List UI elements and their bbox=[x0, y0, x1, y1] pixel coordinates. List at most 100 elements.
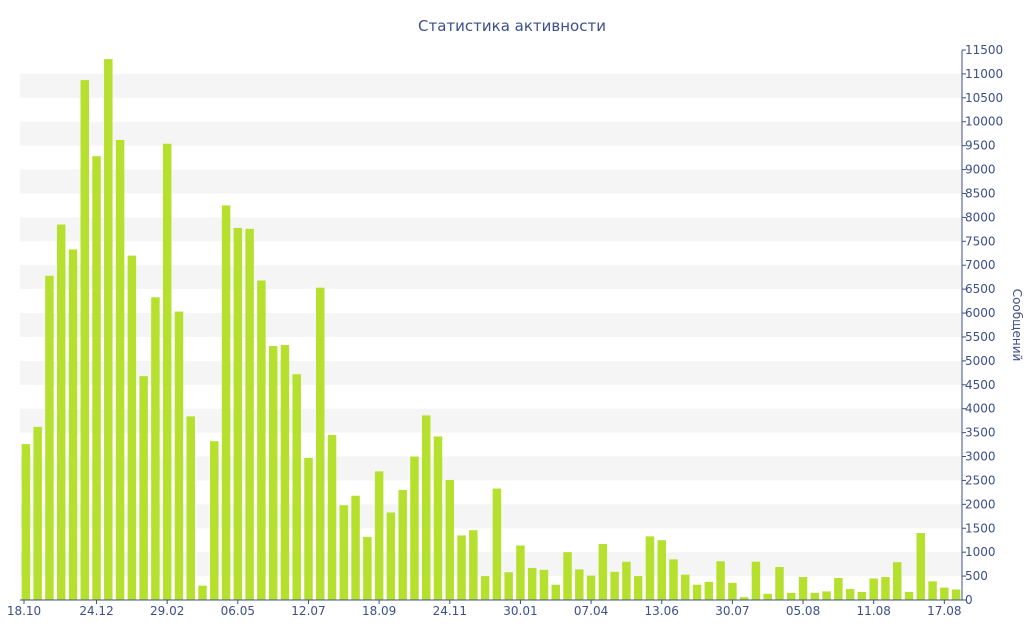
bar bbox=[598, 544, 608, 600]
bar bbox=[186, 416, 195, 600]
bar bbox=[504, 572, 513, 600]
bar bbox=[292, 374, 301, 600]
y-tick-label: 9000 bbox=[965, 163, 996, 177]
bar bbox=[575, 569, 584, 600]
grid-band bbox=[20, 456, 962, 481]
bars bbox=[21, 59, 961, 601]
bar bbox=[127, 255, 137, 601]
bar bbox=[763, 593, 772, 600]
bar bbox=[433, 436, 443, 600]
bar bbox=[410, 456, 419, 600]
bar bbox=[245, 228, 254, 600]
bar bbox=[610, 571, 619, 600]
bar bbox=[445, 479, 455, 600]
bar bbox=[892, 562, 902, 600]
x-tick-label: 29.02 bbox=[150, 604, 184, 618]
y-tick-label: 6500 bbox=[965, 282, 996, 296]
grid-band bbox=[20, 313, 962, 337]
bar bbox=[810, 592, 820, 600]
bar bbox=[174, 311, 184, 600]
bar bbox=[280, 345, 290, 600]
bar bbox=[516, 545, 525, 600]
x-tick-label: 30.07 bbox=[715, 604, 749, 618]
x-tick-label: 05.08 bbox=[786, 604, 820, 618]
bar bbox=[457, 535, 466, 600]
bar bbox=[728, 582, 737, 600]
bar bbox=[951, 589, 961, 600]
bar bbox=[45, 275, 54, 600]
grid-band bbox=[20, 504, 962, 529]
bar bbox=[268, 346, 278, 600]
y-tick-label: 9500 bbox=[965, 139, 996, 153]
grid-bands bbox=[20, 73, 962, 577]
y-tick-label: 6000 bbox=[965, 306, 996, 320]
y-tick-label: 4500 bbox=[965, 378, 996, 392]
x-tick-label: 12.07 bbox=[291, 604, 325, 618]
y-tick-label: 7500 bbox=[965, 234, 996, 248]
x-tick-label: 11.08 bbox=[857, 604, 891, 618]
y-tick-label: 11500 bbox=[965, 43, 1003, 57]
bar bbox=[681, 574, 690, 600]
x-tick-label: 06.05 bbox=[221, 604, 255, 618]
bar bbox=[881, 577, 890, 600]
bar bbox=[716, 561, 725, 600]
bar bbox=[586, 575, 596, 600]
bar bbox=[739, 597, 749, 600]
bar bbox=[645, 536, 655, 600]
bar bbox=[386, 512, 396, 600]
bar bbox=[869, 578, 878, 600]
bar bbox=[221, 205, 231, 600]
x-tick-label: 18.10 bbox=[7, 604, 41, 618]
grid-band bbox=[20, 169, 962, 194]
bar bbox=[374, 471, 384, 600]
y-tick-label: 5000 bbox=[965, 354, 996, 368]
x-tick-label: 18.09 bbox=[362, 604, 396, 618]
bar bbox=[363, 536, 372, 600]
bar bbox=[563, 552, 572, 600]
bar bbox=[21, 444, 31, 600]
bar bbox=[857, 591, 867, 600]
y-tick-label: 10500 bbox=[965, 91, 1003, 105]
y-tick-label: 8000 bbox=[965, 210, 996, 224]
bar bbox=[551, 584, 561, 600]
grid-band bbox=[20, 408, 962, 433]
bar bbox=[162, 143, 172, 600]
y-tick-label: 2000 bbox=[965, 497, 996, 511]
bar bbox=[527, 567, 537, 600]
x-tick-label: 07.04 bbox=[574, 604, 608, 618]
bar bbox=[669, 559, 678, 600]
bar bbox=[316, 287, 325, 600]
bar bbox=[304, 457, 313, 600]
y-tick-label: 7000 bbox=[965, 258, 996, 272]
bar bbox=[622, 561, 631, 600]
bar bbox=[104, 59, 113, 600]
bar bbox=[916, 533, 926, 600]
bar bbox=[539, 569, 549, 600]
bar bbox=[398, 490, 407, 600]
bar bbox=[68, 249, 78, 600]
x-tick-label: 24.11 bbox=[433, 604, 467, 618]
y-tick-label: 10000 bbox=[965, 115, 1003, 129]
y-tick-label: 8500 bbox=[965, 186, 996, 200]
bar bbox=[822, 591, 831, 600]
y-axis-label: Сообщений bbox=[1010, 289, 1024, 362]
bar bbox=[233, 227, 243, 601]
bar bbox=[469, 530, 478, 600]
x-ticks: 18.10 24.12 29.02 06.05 12.07 18.09 24.11 30.01… bbox=[7, 600, 962, 618]
y-tick-label: 1000 bbox=[965, 545, 996, 559]
bar bbox=[92, 156, 101, 600]
chart-title: Статистика активности bbox=[418, 17, 606, 35]
x-tick-label: 30.01 bbox=[503, 604, 537, 618]
y-tick-label: 500 bbox=[965, 569, 988, 583]
bar bbox=[775, 567, 784, 600]
bar bbox=[834, 578, 843, 600]
grid-band bbox=[20, 73, 962, 98]
bar bbox=[480, 576, 490, 600]
bar bbox=[928, 581, 937, 600]
bar bbox=[633, 576, 643, 600]
bar bbox=[151, 297, 160, 600]
y-tick-label: 5500 bbox=[965, 330, 996, 344]
grid-band bbox=[20, 217, 962, 242]
y-tick-label: 3000 bbox=[965, 450, 996, 464]
